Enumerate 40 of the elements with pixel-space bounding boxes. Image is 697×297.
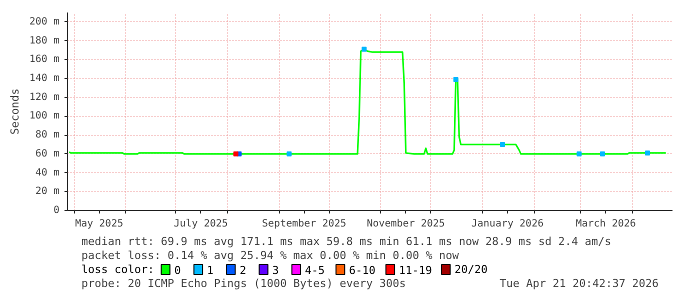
legend-label: 6-10 (349, 264, 376, 277)
y-tick-label: 200 m (29, 16, 60, 28)
y-tick-label: 20 m (35, 186, 60, 198)
point (362, 46, 367, 52)
text: median rtt: 69.9 ms avg 171.1 ms max 59.8 ms min 61.1 ms now 28.9 ms sd 2.4 am/s (81, 235, 612, 248)
x-tick-label: May 2025 (75, 218, 124, 230)
line-series (68, 48, 667, 155)
legend-label: 1 (206, 264, 214, 277)
y-tick-label: 180 m (29, 35, 60, 46)
y-tick-label: 0 (53, 205, 60, 216)
text: packet loss: 0.14 % avg 25.94 % max 0.00 % min 0.00 % now (81, 249, 460, 262)
x-tick-label: September 2025 (262, 218, 346, 230)
x-tick-label: January 2026 (471, 218, 544, 230)
legend-label: 4-5 (304, 264, 325, 277)
y-tick-label: 80 m (35, 130, 60, 141)
legend-label: 3 (272, 264, 279, 277)
legend-label: 11-19 (398, 264, 432, 277)
legend-label: 20/20 (454, 263, 488, 276)
point (576, 151, 582, 156)
point (645, 150, 650, 156)
legend-label: 2 (240, 264, 246, 277)
y-tick-label: 40 m (35, 167, 60, 178)
text: probe: 20 ICMP Echo Pings (1000 Bytes) every 300s (81, 277, 406, 290)
x-tick-label: November 2025 (366, 218, 445, 230)
y-tick-label: 120 m (29, 92, 60, 103)
x-tick-label: July 2025 (174, 218, 228, 230)
legend-label: 0 (174, 264, 181, 277)
point (233, 151, 238, 156)
y-tick-label: 60 m (35, 148, 60, 160)
point (600, 151, 605, 156)
x-tick-label: March 2026 (576, 218, 636, 230)
point (500, 142, 505, 147)
point (453, 76, 458, 82)
legend-title: loss color: (81, 263, 154, 276)
text: Tue Apr 21 20:42:37 2026 (500, 277, 659, 290)
y-axis-title: Seconds (8, 88, 22, 135)
y-tick-label: 100 m (29, 110, 60, 122)
point (286, 151, 292, 156)
y-tick-label: 140 m (29, 73, 60, 84)
y-tick-label: 160 m (29, 54, 60, 66)
